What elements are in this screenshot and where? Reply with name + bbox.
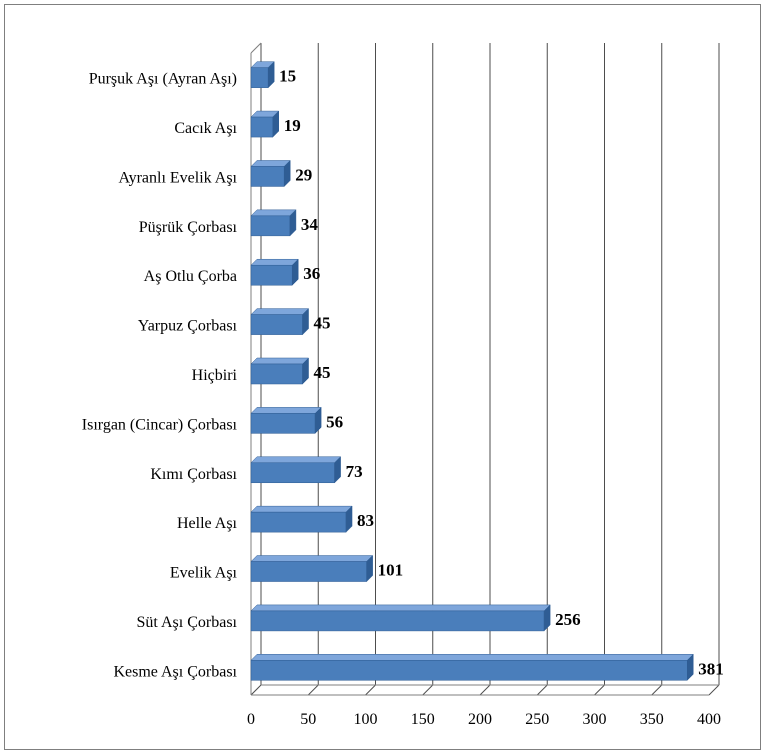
floor-gridline xyxy=(594,684,605,696)
x-tick-label: 150 xyxy=(411,711,435,728)
floor-gridline xyxy=(708,684,720,696)
bar-chart: Purşuk Aşı (Ayran Aşı) Cacık Aşı Ayranlı E… xyxy=(82,42,724,728)
floor-gridline xyxy=(479,684,491,696)
data-label: 19 xyxy=(284,116,301,135)
bar-top xyxy=(250,456,342,464)
x-tick-label: 250 xyxy=(525,711,549,728)
grid-lines xyxy=(250,43,720,696)
bar-top xyxy=(250,407,322,414)
floor-gridline xyxy=(250,684,262,696)
floor-gridline xyxy=(536,684,548,696)
data-label: 256 xyxy=(555,610,581,629)
bar-top xyxy=(250,654,694,661)
bar-top xyxy=(250,505,353,513)
category-label: Aş Otlu Çorba xyxy=(144,268,237,285)
bar xyxy=(250,413,316,434)
floor-gridline xyxy=(307,684,319,696)
bar-side xyxy=(686,653,694,681)
bar-side xyxy=(314,406,322,434)
bar xyxy=(250,264,293,286)
y-axis-top-edge xyxy=(250,42,262,54)
bar xyxy=(250,462,335,484)
floor-gridline xyxy=(651,684,663,696)
bar xyxy=(250,561,367,582)
category-label: Yarpuz Çorbası xyxy=(138,318,238,335)
bar-top xyxy=(250,258,299,266)
category-label: Isırgan (Cincar) Çorbası xyxy=(82,416,238,433)
bar-side xyxy=(267,61,275,89)
bar xyxy=(250,166,285,187)
data-label: 15 xyxy=(279,67,296,86)
bar-top xyxy=(250,160,291,167)
bar-side xyxy=(302,308,309,336)
bar-side xyxy=(366,554,373,583)
x-tick-label: 200 xyxy=(468,711,492,728)
x-tick-label: 350 xyxy=(640,711,664,728)
data-label: 45 xyxy=(314,314,331,333)
bar-top xyxy=(250,357,310,365)
x-tick-labels: 0 50 100 150 200 250 300 350 400 xyxy=(247,711,721,728)
bars xyxy=(250,61,694,681)
bar xyxy=(250,511,347,533)
bar xyxy=(250,67,269,88)
x-tick-label: 300 xyxy=(583,711,607,728)
bar-side xyxy=(543,604,551,632)
x-tick-label: 50 xyxy=(300,711,316,728)
bar-top xyxy=(250,604,551,612)
bar-side xyxy=(283,159,291,188)
bar xyxy=(250,610,545,632)
bar xyxy=(250,660,688,681)
bar-side xyxy=(334,456,341,484)
data-label: 381 xyxy=(698,659,724,678)
data-label: 73 xyxy=(346,462,363,481)
category-label: Purşuk Aşı (Ayran Aşı) xyxy=(89,71,237,88)
data-label: 45 xyxy=(314,363,331,382)
data-label: 29 xyxy=(295,165,312,184)
chart-frame: Purşuk Aşı (Ayran Aşı) Cacık Aşı Ayranlı E… xyxy=(4,4,761,750)
category-label: Helle Aşı xyxy=(177,515,238,532)
category-label: Kımı Çorbası xyxy=(150,466,237,483)
floor-gridline xyxy=(422,684,434,696)
bar-top xyxy=(250,209,297,217)
data-labels: 15 19 29 34 36 45 45 56 73 83 101 256 381 xyxy=(279,67,724,679)
category-label: Ayranlı Evelik Aşı xyxy=(118,169,237,186)
category-label: Cacık Aşı xyxy=(174,120,237,137)
category-label: Süt Aşı Çorbası xyxy=(137,614,238,631)
category-label: Kesme Aşı Çorbası xyxy=(113,663,237,680)
x-tick-label: 100 xyxy=(354,711,378,728)
x-tick-label: 400 xyxy=(697,711,721,728)
bar-side xyxy=(272,110,280,138)
bar xyxy=(250,215,291,237)
bar-side xyxy=(345,505,353,533)
bar xyxy=(250,363,303,385)
x-tick-label: 0 xyxy=(247,711,255,728)
data-label: 101 xyxy=(378,561,404,580)
bar-side xyxy=(289,209,297,237)
bar xyxy=(250,116,274,138)
category-label: Evelik Aşı xyxy=(170,565,238,582)
bar-side xyxy=(302,357,309,385)
data-label: 34 xyxy=(301,215,319,234)
bar-top xyxy=(250,308,310,315)
category-labels: Purşuk Aşı (Ayran Aşı) Cacık Aşı Ayranlı E… xyxy=(82,71,238,681)
category-label: Hiçbiri xyxy=(192,367,238,384)
data-label: 83 xyxy=(357,511,374,530)
data-label: 56 xyxy=(326,412,343,431)
bar-side xyxy=(291,258,299,286)
category-label: Püşrük Çorbası xyxy=(139,219,238,236)
floor-gridline xyxy=(365,684,376,696)
data-label: 36 xyxy=(303,264,320,283)
bar xyxy=(250,314,303,335)
bar-top xyxy=(250,555,374,562)
